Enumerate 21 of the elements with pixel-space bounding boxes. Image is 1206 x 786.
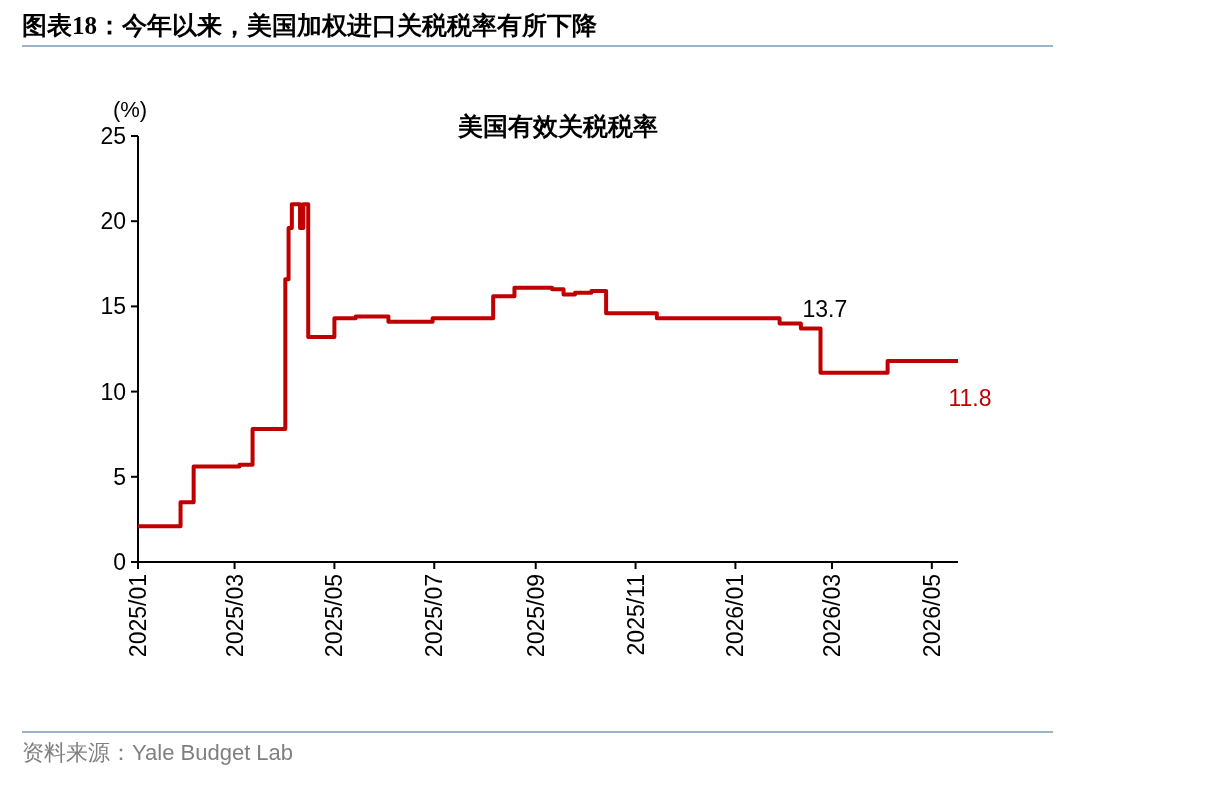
annotation: 13.7 xyxy=(802,295,848,322)
chart-subtitle: 美国有效关税税率 xyxy=(457,113,658,140)
x-tick-label: 2026/01 xyxy=(722,574,749,658)
x-tick-label: 2026/03 xyxy=(818,574,845,658)
y-tick-label: 20 xyxy=(100,208,126,235)
x-tick-label: 2025/01 xyxy=(125,574,151,658)
y-tick-label: 15 xyxy=(100,293,126,320)
x-tick-label: 2025/03 xyxy=(221,574,248,658)
x-tick-label: 2025/09 xyxy=(522,574,549,658)
chart-title: 图表18：今年以来，美国加权进口关税税率有所下降 xyxy=(22,12,598,39)
annotation: 11.8 xyxy=(948,384,992,411)
y-tick-label: 0 xyxy=(113,549,126,575)
y-tick-label: 25 xyxy=(100,123,126,149)
y-tick-label: 5 xyxy=(113,463,126,490)
y-tick-label: 10 xyxy=(100,378,126,405)
x-tick-label: 2026/05 xyxy=(918,574,945,658)
y-axis-title: (%) xyxy=(112,97,148,122)
text: 资料来源：Yale Budget Lab xyxy=(22,740,294,765)
x-tick-label: 2025/05 xyxy=(321,574,348,658)
x-tick-label: 2025/11 xyxy=(622,574,649,656)
x-tick-label: 2025/07 xyxy=(421,574,448,658)
